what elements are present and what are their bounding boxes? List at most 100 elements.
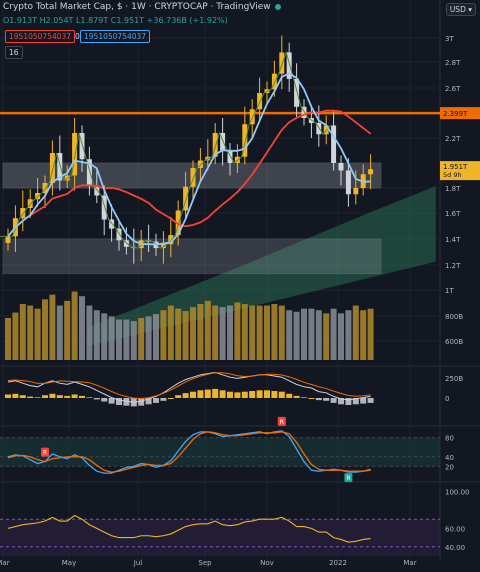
candle-body [109, 219, 115, 229]
volume-bar [130, 321, 137, 360]
volume-bar [330, 308, 337, 360]
candle-body [353, 188, 359, 195]
macd-histogram-bar [27, 396, 34, 398]
volume-bar [86, 305, 93, 360]
volume-bar [145, 316, 152, 360]
candle-body [190, 168, 196, 187]
indicator-chip-3[interactable]: 1951050754037 [80, 30, 151, 43]
volume-bar [12, 312, 19, 360]
macd-histogram-bar [227, 391, 233, 398]
x-tick-label: Sep [198, 559, 212, 567]
y-tick-label: 1.6T [445, 210, 461, 218]
macd-histogram-bar [293, 395, 300, 398]
x-tick-label: Jul [133, 559, 143, 567]
macd-histogram-bar [71, 394, 78, 398]
candle-body [257, 93, 263, 110]
candle-body [72, 133, 78, 176]
macd-histogram-bar [315, 398, 322, 401]
rsi-y-tick: 40.00 [445, 544, 465, 552]
volume-bar [93, 310, 100, 360]
macd-histogram-bar [204, 389, 211, 398]
candle-body [279, 52, 285, 74]
lagging-line [0, 50, 331, 249]
volume-bar [293, 311, 300, 360]
candle-body [175, 210, 181, 236]
macd-histogram-bar [175, 395, 182, 398]
candle-body [86, 159, 92, 186]
macd-histogram-bar [323, 398, 330, 401]
indicator-chip-1[interactable]: 1951050754037 [5, 30, 76, 43]
volume-bar [190, 307, 196, 360]
macd-histogram-bar [360, 398, 367, 404]
y-tick-label: 1.8T [445, 185, 461, 193]
macd-histogram-bar [79, 395, 85, 398]
candle-body [5, 236, 11, 243]
volume-bar [256, 305, 263, 360]
x-tick-label: Mar [403, 559, 416, 567]
macd-signal-line [7, 372, 371, 399]
volume-bar [286, 310, 293, 360]
volume-bar [278, 305, 285, 360]
macd-histogram-bar [256, 390, 263, 398]
y-tick-label: 2.8T [445, 59, 461, 67]
macd-histogram-bar [42, 395, 48, 398]
rsi-y-tick: 100.00 [445, 489, 470, 497]
volume-bar [241, 304, 248, 360]
price-badge [440, 161, 480, 181]
x-tick-label: 2022 [329, 559, 347, 567]
stoch-d-line [7, 431, 371, 473]
price-badge-label: 1.951T [443, 163, 468, 171]
chart-title-text: Crypto Total Market Cap, $ · 1W · CRYPTO… [3, 2, 271, 12]
macd-histogram-bar [264, 390, 270, 398]
macd-histogram-bar [308, 398, 315, 399]
stoch-marker-label: R [43, 450, 47, 457]
macd-histogram-bar [19, 395, 26, 398]
candle-body [220, 133, 226, 151]
candle-body [249, 109, 255, 125]
candle-body [116, 228, 122, 241]
x-tick-label: Nov [260, 559, 274, 567]
chart-title: Crypto Total Market Cap, $ · 1W · CRYPTO… [3, 2, 281, 12]
macd-histogram-bar [212, 388, 219, 398]
macd-histogram-bar [197, 390, 204, 398]
macd-histogram-bar [167, 398, 174, 399]
candle-body [57, 153, 63, 181]
volume-bar [204, 300, 211, 360]
macd-histogram-bar [345, 398, 352, 405]
interval-chip[interactable]: 16 [5, 46, 23, 59]
macd-histogram-bar [93, 398, 100, 400]
macd-histogram-bar [190, 391, 196, 398]
macd-histogram-bar [86, 397, 93, 398]
macd-histogram-bar [271, 391, 278, 398]
candle-body [42, 183, 48, 193]
level-badge [440, 107, 480, 120]
level-badge-label: 2.399T [443, 110, 468, 118]
volume-bar [138, 318, 145, 360]
macd-histogram-bar [330, 398, 337, 403]
currency-label: USD [449, 5, 466, 14]
rsi-band [0, 519, 440, 556]
volume-bar [338, 313, 344, 360]
candle-body [94, 185, 100, 196]
macd-histogram-bar [138, 398, 145, 406]
stoch-marker [277, 416, 286, 426]
candle-body [49, 153, 55, 183]
volume-bar [301, 308, 307, 360]
candle-body [79, 133, 85, 160]
y-tick-label: 2.6T [445, 85, 461, 93]
y-tick-label: 600B [445, 338, 463, 346]
macd-histogram-bar [352, 398, 359, 405]
macd-histogram-bar [49, 393, 56, 398]
currency-selector[interactable]: USD ▾ [445, 3, 476, 16]
candle-body [323, 125, 329, 135]
volume-bar [360, 310, 367, 360]
macd-histogram-bar [367, 398, 374, 403]
rsi-y-tick: 60.00 [445, 525, 465, 533]
macd-histogram-bar [219, 390, 226, 398]
stoch-band [0, 437, 440, 467]
volume-bar [264, 305, 270, 360]
macd-y-tick: 250B [445, 375, 463, 383]
macd-histogram-bar [56, 395, 63, 398]
